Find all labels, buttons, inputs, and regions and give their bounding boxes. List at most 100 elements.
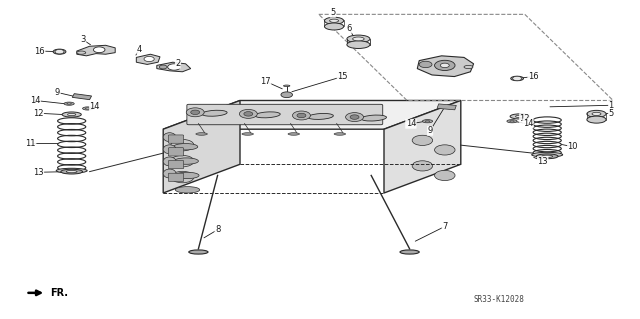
FancyBboxPatch shape	[168, 160, 184, 169]
Ellipse shape	[334, 133, 346, 135]
Ellipse shape	[58, 135, 86, 142]
Text: 14: 14	[406, 119, 416, 128]
Text: 6: 6	[346, 24, 351, 33]
Ellipse shape	[67, 103, 72, 104]
Ellipse shape	[202, 110, 227, 116]
Polygon shape	[163, 100, 240, 193]
Ellipse shape	[533, 125, 561, 131]
Text: 5: 5	[330, 8, 335, 17]
Ellipse shape	[533, 129, 561, 136]
Circle shape	[435, 145, 455, 155]
Text: 13: 13	[33, 168, 44, 177]
Circle shape	[281, 92, 292, 98]
Circle shape	[297, 113, 306, 118]
Ellipse shape	[532, 152, 563, 157]
Polygon shape	[157, 62, 191, 72]
Ellipse shape	[347, 35, 370, 43]
Text: 3: 3	[81, 35, 86, 44]
Ellipse shape	[56, 168, 87, 173]
Ellipse shape	[67, 170, 77, 173]
Ellipse shape	[62, 112, 81, 117]
Ellipse shape	[175, 187, 200, 193]
Ellipse shape	[58, 118, 86, 124]
Ellipse shape	[175, 172, 199, 179]
Circle shape	[350, 115, 359, 119]
Ellipse shape	[61, 169, 83, 174]
FancyBboxPatch shape	[168, 135, 184, 143]
Ellipse shape	[288, 133, 300, 135]
Text: 14: 14	[90, 102, 100, 111]
Circle shape	[144, 56, 154, 62]
Ellipse shape	[58, 147, 86, 153]
Text: 11: 11	[26, 139, 36, 148]
Ellipse shape	[347, 41, 370, 48]
Ellipse shape	[308, 114, 333, 119]
Ellipse shape	[189, 250, 208, 254]
Ellipse shape	[536, 154, 558, 159]
Ellipse shape	[242, 133, 253, 135]
Circle shape	[513, 76, 522, 81]
Circle shape	[171, 155, 194, 167]
FancyBboxPatch shape	[168, 148, 184, 156]
Text: 14: 14	[523, 119, 533, 128]
Text: 9: 9	[55, 88, 60, 97]
Ellipse shape	[541, 155, 553, 158]
Polygon shape	[384, 100, 461, 193]
Polygon shape	[437, 104, 456, 110]
Circle shape	[346, 113, 364, 122]
Ellipse shape	[510, 114, 529, 119]
Circle shape	[440, 63, 449, 68]
Polygon shape	[136, 54, 160, 64]
Ellipse shape	[330, 19, 339, 22]
Circle shape	[171, 171, 194, 183]
Ellipse shape	[425, 121, 430, 122]
Ellipse shape	[507, 120, 517, 123]
Text: 7: 7	[442, 222, 447, 231]
Ellipse shape	[77, 51, 86, 54]
Ellipse shape	[58, 153, 86, 159]
Ellipse shape	[86, 108, 90, 109]
Circle shape	[93, 47, 105, 53]
Ellipse shape	[422, 120, 433, 123]
Circle shape	[159, 65, 167, 69]
Circle shape	[435, 170, 455, 181]
Circle shape	[435, 60, 455, 70]
Ellipse shape	[533, 141, 561, 148]
Text: 12: 12	[520, 114, 530, 122]
Text: SR33-K12028: SR33-K12028	[474, 295, 524, 304]
Ellipse shape	[53, 49, 66, 54]
Text: 9: 9	[428, 126, 433, 135]
Text: 16: 16	[528, 72, 538, 81]
Ellipse shape	[400, 250, 419, 254]
Ellipse shape	[284, 85, 290, 87]
Text: 12: 12	[33, 109, 44, 118]
Text: 13: 13	[538, 157, 548, 166]
Text: 5: 5	[609, 109, 614, 118]
Polygon shape	[72, 94, 92, 100]
Ellipse shape	[361, 115, 387, 121]
Ellipse shape	[255, 112, 280, 118]
Ellipse shape	[533, 145, 561, 152]
Ellipse shape	[533, 137, 561, 144]
Circle shape	[191, 110, 200, 115]
Ellipse shape	[464, 65, 473, 69]
Ellipse shape	[163, 145, 176, 154]
Ellipse shape	[174, 158, 198, 164]
Ellipse shape	[163, 169, 176, 178]
Circle shape	[419, 61, 432, 68]
Text: 4: 4	[137, 45, 142, 54]
Ellipse shape	[173, 144, 198, 150]
Circle shape	[412, 135, 433, 145]
Polygon shape	[417, 56, 474, 77]
Ellipse shape	[511, 76, 524, 81]
Circle shape	[244, 112, 253, 116]
Text: 10: 10	[568, 142, 578, 151]
Ellipse shape	[353, 37, 364, 41]
Text: 8: 8	[215, 225, 220, 234]
Circle shape	[239, 109, 257, 118]
Text: 17: 17	[260, 77, 271, 86]
Text: 2: 2	[175, 59, 180, 68]
Ellipse shape	[587, 110, 606, 117]
Text: 14: 14	[30, 96, 40, 105]
Ellipse shape	[58, 159, 86, 165]
